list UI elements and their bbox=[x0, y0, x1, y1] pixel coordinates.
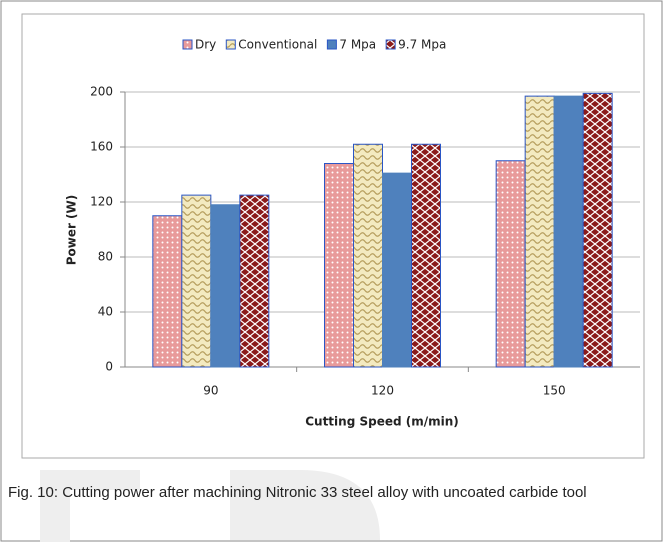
bar bbox=[524, 95, 555, 368]
bar bbox=[495, 160, 526, 368]
x-axis-label: Cutting Speed (m/min) bbox=[305, 415, 459, 429]
y-tick-label: 200 bbox=[90, 85, 113, 99]
legend-label: Dry bbox=[195, 38, 216, 52]
bar bbox=[411, 143, 441, 368]
bar bbox=[181, 194, 212, 368]
y-tick-label: 40 bbox=[98, 305, 113, 319]
bar bbox=[353, 143, 383, 368]
x-tick-label: 120 bbox=[371, 384, 394, 398]
legend-swatch bbox=[182, 39, 193, 50]
x-tick-label: 90 bbox=[203, 384, 218, 398]
x-tick-label: 150 bbox=[543, 384, 566, 398]
legend-swatch bbox=[225, 39, 236, 50]
y-axis-label: Power (W) bbox=[65, 195, 79, 266]
legend-swatch bbox=[326, 39, 337, 50]
bar bbox=[553, 95, 584, 368]
y-tick-label: 160 bbox=[90, 140, 113, 154]
bar bbox=[239, 194, 270, 368]
y-tick-label: 80 bbox=[98, 250, 113, 264]
watermark bbox=[40, 470, 380, 542]
bar bbox=[382, 172, 412, 368]
legend-label: 9.7 Mpa bbox=[398, 38, 446, 52]
legend-label: Conventional bbox=[238, 38, 317, 52]
legend-swatch bbox=[385, 39, 396, 50]
bar bbox=[582, 92, 613, 368]
y-tick-label: 0 bbox=[105, 360, 113, 374]
caption: Fig. 10: Cutting power after machining N… bbox=[8, 484, 587, 501]
bar bbox=[152, 215, 183, 368]
bar bbox=[210, 204, 241, 368]
y-tick-label: 120 bbox=[90, 195, 113, 209]
bar bbox=[324, 163, 354, 368]
legend-label: 7 Mpa bbox=[339, 38, 376, 52]
